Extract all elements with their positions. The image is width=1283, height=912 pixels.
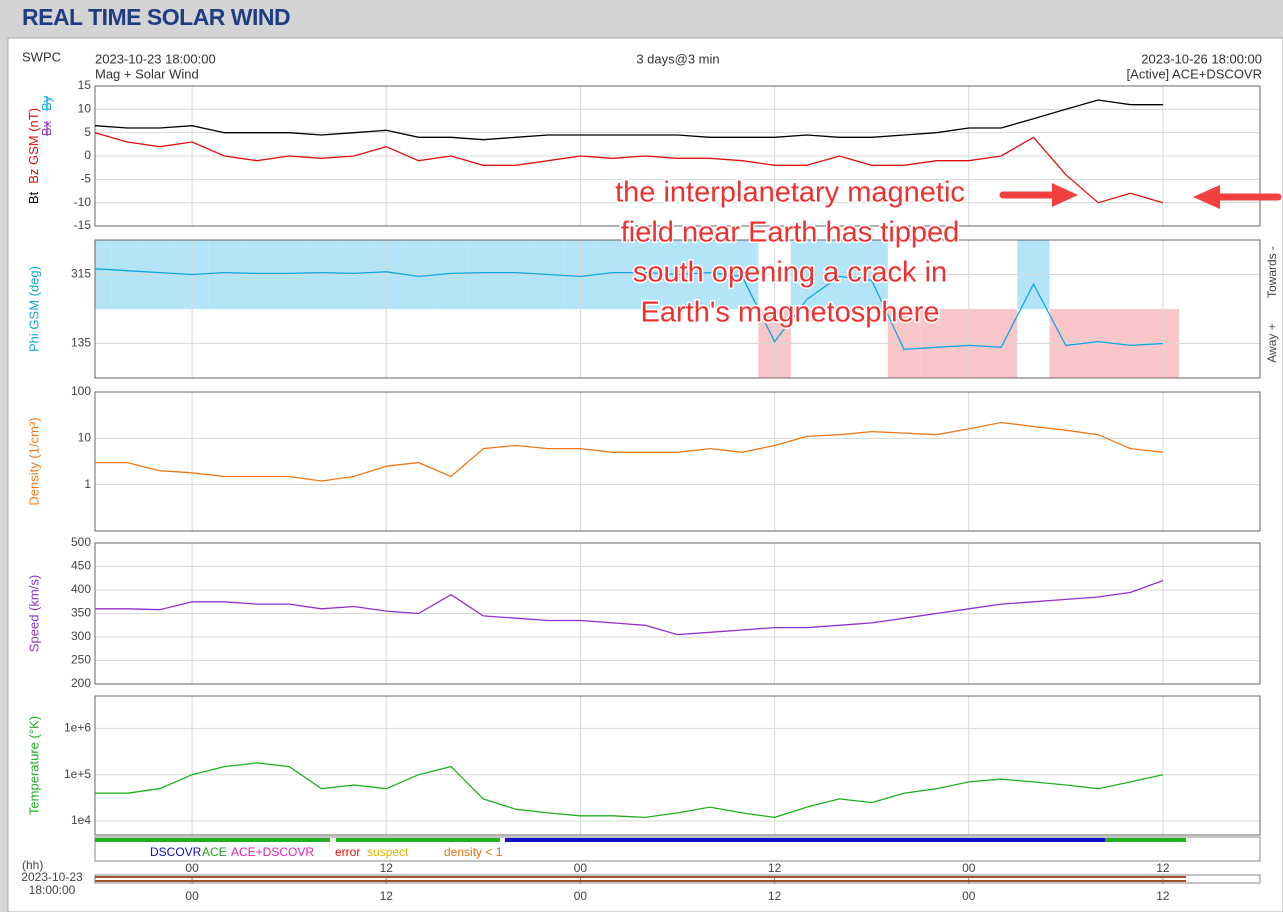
x-tick-label: 12: [768, 861, 782, 875]
y-tick-label: 10: [78, 102, 92, 116]
x-tick-label: 00: [962, 889, 976, 903]
x-tick-label: 12: [380, 861, 394, 875]
start-time: 2023-10-23 18:00:00: [95, 51, 216, 66]
inactive-labels: Bx By: [39, 95, 54, 136]
active-source: [Active] ACE+DSCOVR: [1127, 66, 1262, 81]
end-time: 2023-10-26 18:00:00: [1141, 51, 1262, 66]
source: SWPC: [22, 49, 61, 64]
y-tick-label: 1e4: [71, 813, 91, 827]
y-axis-label: Bt Bz GSM (nT): [26, 108, 41, 204]
time-unit: (hh): [22, 858, 43, 872]
plot-frame: [94, 542, 1261, 685]
legend-entry: Bz GSM (nT): [26, 108, 41, 184]
source-legend: error: [335, 845, 360, 859]
source-legend: density < 1: [444, 845, 503, 859]
y-tick-label: 1: [84, 477, 91, 491]
annotation: field near Earth has tipped: [621, 217, 960, 249]
y-tick-label: -15: [74, 218, 92, 232]
side-label: Away +: [1265, 323, 1279, 362]
arrow-head: [1193, 185, 1220, 209]
y-axis-label: Temperature (°K): [26, 716, 41, 815]
y-tick-label: 500: [71, 535, 91, 549]
x-tick-label: 00: [185, 861, 199, 875]
y-tick-label: 350: [71, 606, 91, 620]
inactive-label: Bx: [39, 121, 54, 137]
y-tick-label: 0: [84, 148, 91, 162]
series-line: [95, 579, 1164, 636]
annotation: south opening a crack in: [633, 257, 947, 289]
time-bar-frame: [94, 874, 1261, 884]
y-tick-label: 250: [71, 653, 91, 667]
annotation: Earth's magnetosphere: [641, 297, 940, 329]
y-tick-label: 300: [71, 629, 91, 643]
y-tick-label: -5: [80, 172, 91, 186]
plot-frame: [94, 695, 1261, 836]
x-tick-label: 00: [574, 861, 588, 875]
x-tick-label: 00: [185, 889, 199, 903]
y-tick-label: 1e+5: [64, 767, 91, 781]
plot-frame: [94, 239, 1261, 379]
inactive-label: By: [39, 95, 54, 111]
plot-panel: [7, 37, 1283, 912]
series-line: [94, 132, 1164, 204]
span: 3 days@3 min: [636, 51, 719, 66]
y-tick-label: 1e+6: [64, 721, 91, 735]
y-tick-label: 200: [71, 676, 91, 690]
charts: -15 -10 -5 0 5 10 15 Bt Bz GSM (nT)Bx By 135 315 Phi…: [21, 78, 1279, 903]
side-label: Towards -: [1265, 246, 1279, 298]
series-line: [94, 99, 1163, 141]
source-legend: DSCOVR: [150, 845, 202, 859]
header-title: REAL TIME SOLAR WIND: [22, 4, 290, 30]
header-bar: [0, 0, 1283, 38]
y-tick-label: -10: [74, 195, 92, 209]
annotation-arrows: [999, 183, 1282, 209]
x-tick-label: 12: [1156, 861, 1170, 875]
start-date: 2023-10-23: [21, 870, 83, 884]
x-tick-label: 12: [380, 889, 394, 903]
y-tick-label: 135: [71, 336, 91, 350]
annotation: the interplanetary magnetic: [615, 177, 965, 209]
y-tick-label: 400: [71, 582, 91, 596]
legend-entry: Bt: [26, 191, 41, 204]
y-axis-label: Density (1/cm³): [26, 417, 41, 505]
y-tick-label: 315: [71, 267, 91, 281]
source-legend: ACE: [202, 845, 227, 859]
series-line: [95, 762, 1164, 819]
x-tick-label: 12: [768, 889, 782, 903]
x-tick-label: 12: [1156, 889, 1170, 903]
product: Mag + Solar Wind: [95, 66, 199, 81]
start-clock: 18:00:00: [29, 883, 76, 897]
y-axis-label: Phi GSM (deg): [26, 266, 41, 352]
arrow-head: [1052, 183, 1078, 207]
y-tick-label: 10: [78, 431, 92, 445]
x-tick-label: 00: [962, 861, 976, 875]
y-axis-label: Speed (km/s): [26, 575, 41, 652]
y-tick-label: 450: [71, 559, 91, 573]
series-line: [95, 421, 1163, 482]
plot-frame: [94, 391, 1261, 532]
x-tick-label: 00: [574, 889, 588, 903]
y-tick-label: 100: [71, 384, 91, 398]
plot-frame: [94, 85, 1261, 227]
y-tick-label: 5: [84, 125, 91, 139]
y-tick-label: 15: [78, 78, 92, 92]
source-legend: suspect: [367, 845, 409, 859]
source-frame: [94, 836, 1261, 862]
series-line: [94, 268, 1163, 350]
source-legend: ACE+DSCOVR: [231, 845, 314, 859]
